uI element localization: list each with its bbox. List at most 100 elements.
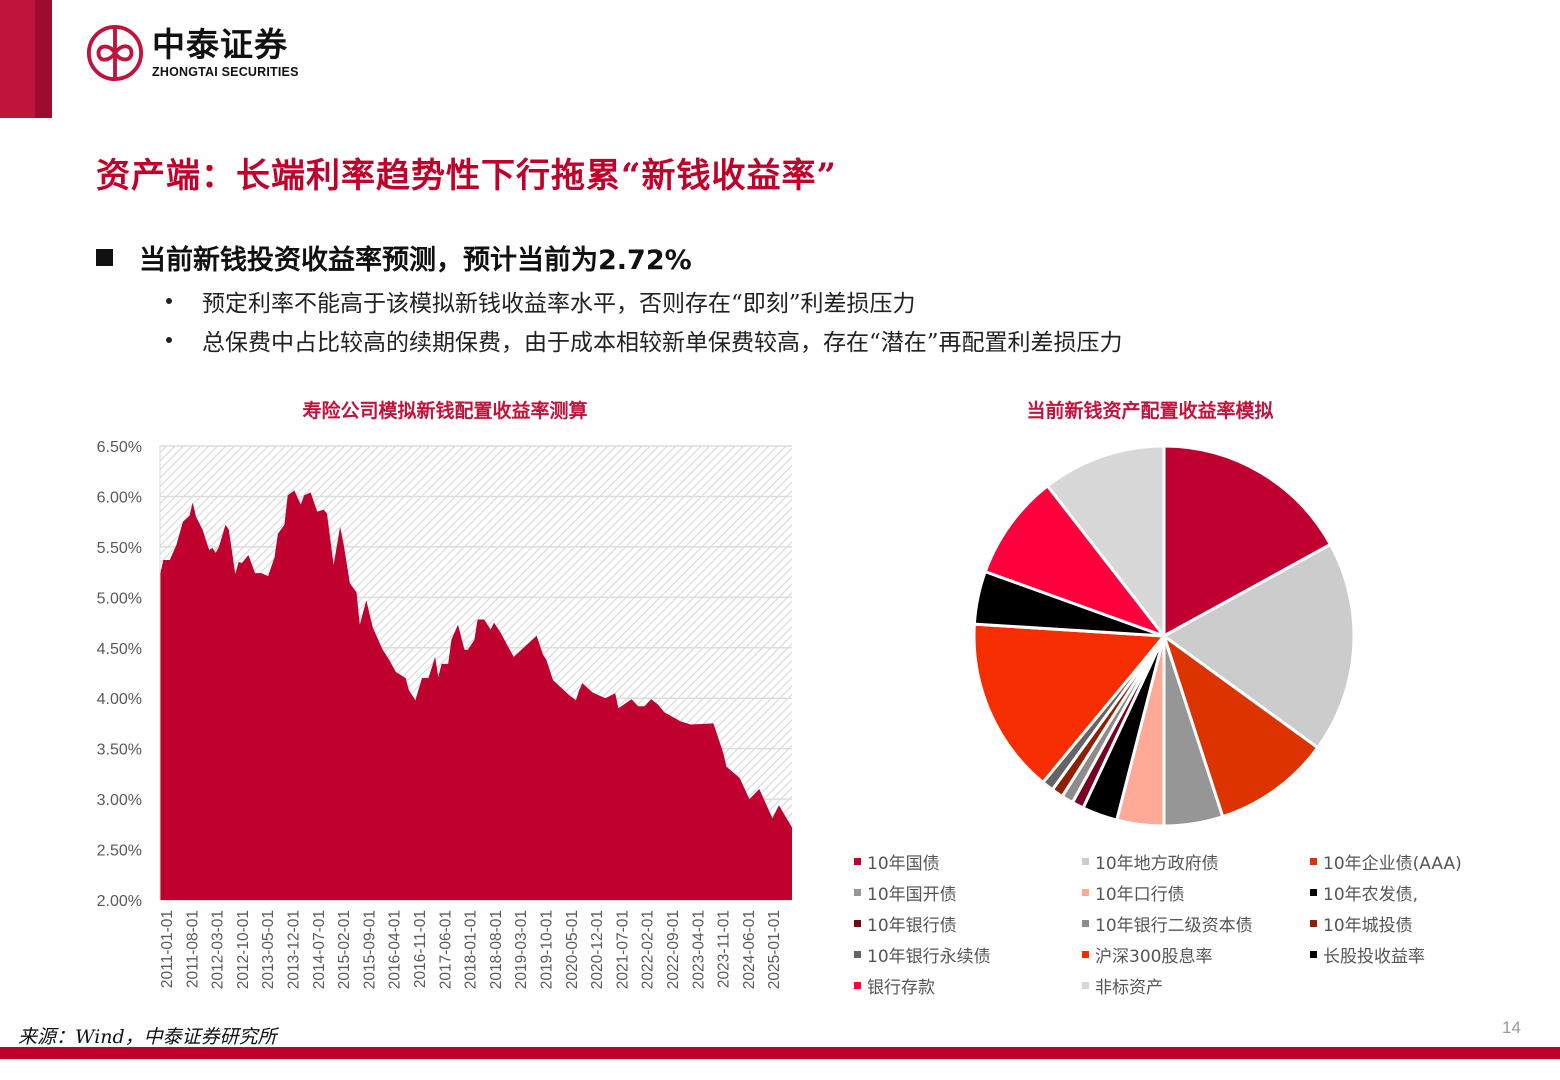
- x-tick-label: 2018-01-01: [463, 910, 480, 989]
- x-tick-label: 2012-03-01: [210, 910, 227, 989]
- pie-slice: [1046, 444, 1166, 638]
- yield-area-chart: 6.50% 6.00% 5.50% 5.00% 4.50% 4.00% 3.50% 3.00%…: [97, 439, 792, 989]
- pie-slice: [983, 484, 1166, 638]
- legend-swatch-icon: [1310, 919, 1317, 927]
- y-tick-label: 2.50%: [97, 843, 142, 860]
- y-tick-label: 4.00%: [97, 691, 142, 708]
- pie-legend: 10年国债 10年地方政府债 10年企业债(AAA) 10年国开债 10年口行债 10年农…: [854, 850, 1514, 998]
- allocation-pie-chart: [972, 444, 1356, 828]
- y-tick-label: 6.50%: [97, 439, 142, 456]
- x-tick-label: 2011-01-01: [159, 910, 176, 988]
- y-tick-label: 5.00%: [97, 590, 142, 607]
- footer-bar: [0, 1047, 1560, 1059]
- brand-side-bar: [0, 0, 35, 118]
- legend-swatch-icon: [1310, 888, 1317, 896]
- legend-item: 10年银行永续债: [854, 943, 1082, 967]
- legend-swatch-icon: [854, 950, 861, 958]
- area-chart-title: 寿险公司模拟新钱配置收益率测算: [302, 400, 588, 422]
- legend-label: 沪深300股息率: [1095, 946, 1213, 967]
- legend-item: 10年城投债: [1310, 912, 1510, 936]
- sub-bullet-1: 预定利率不能高于该模拟新钱收益率水平，否则存在“即刻”利差损压力: [166, 284, 916, 318]
- company-logo: 中泰证券 ZHONGTAI SECURITIES: [86, 24, 299, 82]
- legend-label: 10年银行二级资本债: [1095, 915, 1253, 936]
- legend-label: 银行存款: [867, 977, 935, 998]
- logo-mark-icon: [86, 24, 144, 82]
- legend-swatch-icon: [1310, 950, 1317, 958]
- x-tick-label: 2013-12-01: [286, 910, 303, 989]
- brand-side-bar-dark: [35, 0, 52, 118]
- legend-label: 长股投收益率: [1323, 946, 1425, 967]
- y-tick-label: 3.50%: [97, 742, 142, 759]
- square-bullet-icon: [96, 249, 113, 266]
- x-tick-label: 2020-12-01: [589, 910, 606, 989]
- dot-bullet-icon: [166, 298, 172, 304]
- legend-swatch-icon: [854, 888, 861, 896]
- x-tick-label: 2019-10-01: [539, 910, 556, 989]
- x-tick-label: 2011-08-01: [184, 910, 201, 988]
- logo-text-en: ZHONGTAI SECURITIES: [152, 65, 299, 79]
- x-tick-label: 2015-02-01: [336, 910, 353, 989]
- x-tick-label: 2017-06-01: [437, 910, 454, 989]
- yield-area: [160, 490, 792, 900]
- x-tick-label: 2022-09-01: [665, 910, 682, 989]
- y-tick-label: 6.00%: [97, 489, 142, 506]
- pie-chart-title: 当前新钱资产配置收益率模拟: [1026, 400, 1274, 422]
- x-tick-label: 2019-03-01: [513, 910, 530, 989]
- legend-swatch-icon: [854, 981, 861, 989]
- x-tick-label: 2022-02-01: [640, 910, 657, 989]
- x-tick-label: 2020-05-01: [564, 910, 581, 989]
- legend-label: 10年农发债,: [1323, 884, 1419, 905]
- legend-swatch-icon: [1082, 950, 1089, 958]
- legend-item: 10年国债: [854, 850, 1082, 874]
- sub-bullet-text: 预定利率不能高于该模拟新钱收益率水平，否则存在“即刻”利差损压力: [202, 291, 916, 317]
- logo-text-cn: 中泰证券: [152, 25, 288, 64]
- legend-swatch-icon: [1310, 857, 1317, 865]
- x-tick-label: 2015-09-01: [361, 910, 378, 989]
- legend-label: 10年地方政府债: [1095, 853, 1219, 874]
- dot-bullet-icon: [166, 337, 172, 343]
- source-note: 来源：Wind，中泰证券研究所: [18, 1026, 277, 1048]
- x-tick-label: 2012-10-01: [235, 910, 252, 989]
- legend-item: 10年银行债: [854, 912, 1082, 936]
- y-tick-label: 2.00%: [97, 893, 142, 910]
- y-tick-label: 3.00%: [97, 792, 142, 809]
- legend-swatch-icon: [1082, 981, 1089, 989]
- legend-label: 10年国债: [867, 853, 940, 874]
- main-bullet-text: 当前新钱投资收益率预测，预计当前为2.72%: [139, 245, 692, 276]
- legend-swatch-icon: [1082, 888, 1089, 896]
- legend-item: 10年口行债: [1082, 881, 1310, 905]
- legend-label: 10年城投债: [1323, 915, 1413, 936]
- pie-slice: [972, 622, 1166, 784]
- legend-item: 长股投收益率: [1310, 943, 1510, 967]
- legend-swatch-icon: [1082, 919, 1089, 927]
- legend-item: 沪深300股息率: [1082, 943, 1310, 967]
- x-tick-label: 2025-01-01: [766, 910, 783, 989]
- y-tick-label: 5.50%: [97, 540, 142, 557]
- legend-item: 10年地方政府债: [1082, 850, 1310, 874]
- page-number: 14: [1502, 1018, 1521, 1037]
- sub-bullet-text: 总保费中占比较高的续期保费，由于成本相较新单保费较高，存在“潜在”再配置利差损压…: [202, 330, 1123, 356]
- main-bullet: 当前新钱投资收益率预测，预计当前为2.72%: [96, 238, 692, 277]
- x-tick-label: 2024-06-01: [741, 910, 758, 989]
- y-tick-label: 4.50%: [97, 641, 142, 658]
- x-tick-label: 2021-07-01: [614, 910, 631, 989]
- legend-item: 非标资产: [1082, 974, 1310, 998]
- legend-label: 10年银行永续债: [867, 946, 991, 967]
- legend-item: 10年企业债(AAA): [1310, 850, 1510, 874]
- page-title: 资产端：长端利率趋势性下行拖累“新钱收益率”: [96, 156, 838, 196]
- pie-slice: [1162, 444, 1332, 638]
- legend-swatch-icon: [854, 857, 861, 865]
- legend-label: 10年企业债(AAA): [1323, 853, 1462, 874]
- pie-slice: [1162, 542, 1356, 750]
- legend-swatch-icon: [854, 919, 861, 927]
- legend-swatch-icon: [1082, 857, 1089, 865]
- x-tick-label: 2013-05-01: [260, 910, 277, 989]
- legend-label: 10年银行债: [867, 915, 957, 936]
- legend-item: 银行存款: [854, 974, 1082, 998]
- legend-item: 10年农发债,: [1310, 881, 1510, 905]
- legend-item: 10年国开债: [854, 881, 1082, 905]
- x-tick-label: 2014-07-01: [311, 910, 328, 989]
- x-tick-label: 2018-08-01: [488, 910, 505, 989]
- x-tick-label: 2016-04-01: [387, 910, 404, 989]
- x-tick-label: 2023-04-01: [690, 910, 707, 989]
